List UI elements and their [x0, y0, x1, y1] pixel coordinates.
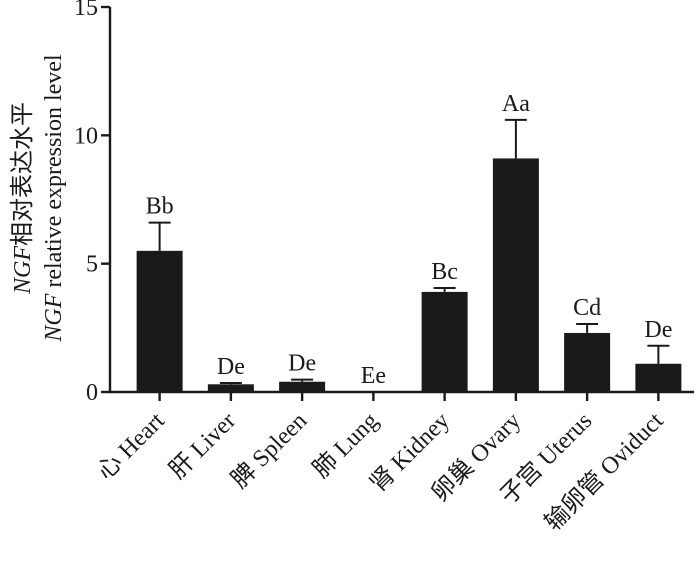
significance-label: Bb — [146, 194, 174, 220]
category-label: 心 Heart — [93, 408, 171, 486]
bar — [635, 363, 682, 392]
category-label: 脾 Spleen — [226, 407, 312, 493]
y-axis-label: NGF相对表达水平 NGF relative expression level — [9, 54, 67, 343]
category-label: 输卵管 Oviduct — [540, 407, 669, 536]
significance-label: De — [288, 351, 316, 377]
y-tick-label: 10 — [74, 123, 98, 149]
bar — [136, 250, 183, 392]
y-axis-label-line1: NGF相对表达水平 — [9, 102, 36, 295]
bars — [136, 118, 682, 392]
y-axis-label-line2: NGF relative expression level — [41, 54, 67, 343]
bar — [492, 158, 539, 392]
bar — [421, 291, 468, 392]
significance-label: Aa — [502, 91, 530, 117]
significance-label: Ee — [361, 363, 386, 389]
bar — [279, 381, 326, 392]
y-tick-label: 5 — [86, 252, 98, 278]
bar — [207, 384, 254, 392]
significance-label: Cd — [573, 295, 601, 321]
y-tick-label: 15 — [74, 0, 98, 21]
significance-label: De — [644, 317, 672, 343]
significance-label: Bc — [431, 259, 458, 285]
bar — [564, 332, 611, 392]
y-tick-label: 0 — [86, 380, 98, 406]
significance-label: De — [217, 354, 245, 380]
